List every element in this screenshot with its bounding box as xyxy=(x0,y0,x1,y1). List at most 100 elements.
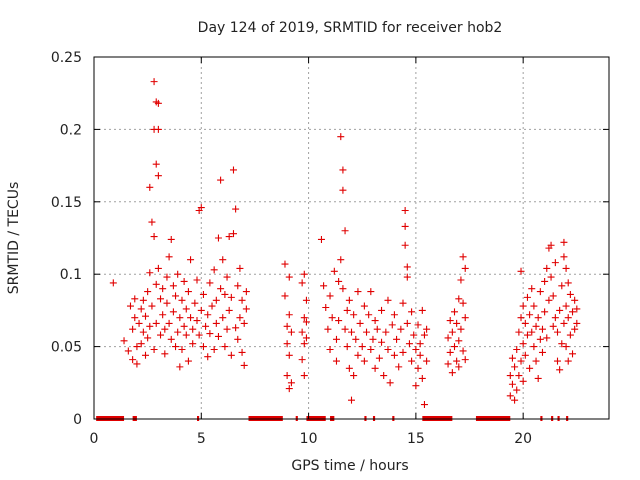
data-point xyxy=(234,335,242,343)
data-point xyxy=(403,263,411,271)
data-point xyxy=(526,364,534,372)
data-point xyxy=(369,335,377,343)
data-point xyxy=(154,125,162,133)
data-point xyxy=(444,360,452,368)
data-point xyxy=(154,172,162,180)
data-point xyxy=(317,235,325,243)
data-point xyxy=(189,340,197,348)
data-point xyxy=(393,335,401,343)
data-point xyxy=(234,282,242,290)
data-point xyxy=(571,325,579,333)
data-point xyxy=(148,218,156,226)
data-point xyxy=(163,299,171,307)
data-point xyxy=(332,357,340,365)
data-point xyxy=(330,267,338,275)
x-tick-label: 0 xyxy=(90,431,99,447)
data-point xyxy=(416,351,424,359)
data-point xyxy=(210,266,218,274)
data-point xyxy=(530,302,538,310)
data-point xyxy=(163,273,171,281)
data-point xyxy=(521,319,529,327)
data-point xyxy=(219,256,227,264)
data-point xyxy=(332,335,340,343)
data-point xyxy=(206,279,214,287)
data-point xyxy=(451,343,458,351)
data-point xyxy=(337,256,345,264)
data-point xyxy=(204,311,212,319)
data-point xyxy=(386,379,394,387)
data-point xyxy=(521,351,529,359)
data-point xyxy=(178,345,186,353)
data-point xyxy=(326,292,334,300)
data-point xyxy=(159,311,167,319)
data-point xyxy=(165,253,173,261)
data-point xyxy=(506,372,514,380)
data-point xyxy=(513,345,521,353)
data-point xyxy=(554,357,561,365)
data-point xyxy=(410,331,418,339)
data-point xyxy=(214,234,222,242)
data-point xyxy=(335,277,343,285)
data-point xyxy=(408,357,416,365)
data-point xyxy=(562,264,570,272)
data-point xyxy=(238,348,246,356)
data-point xyxy=(536,288,544,296)
data-point xyxy=(225,233,233,241)
data-point xyxy=(461,314,469,322)
data-point xyxy=(169,308,177,316)
data-point xyxy=(560,238,568,246)
data-point xyxy=(236,264,244,272)
data-point xyxy=(564,357,572,365)
data-point xyxy=(283,340,291,348)
data-point xyxy=(455,295,463,303)
data-point xyxy=(378,338,386,346)
data-point xyxy=(120,337,128,345)
data-point xyxy=(453,357,461,365)
data-point xyxy=(232,205,240,213)
data-point xyxy=(302,318,310,326)
data-point xyxy=(178,296,186,304)
data-point xyxy=(285,311,293,319)
data-point xyxy=(322,304,330,312)
data-point xyxy=(227,351,235,359)
chart-title: Day 124 of 2019, SRMTID for receiver hob… xyxy=(198,20,503,36)
data-point xyxy=(182,331,190,339)
data-point xyxy=(547,241,555,249)
data-point xyxy=(414,321,422,329)
data-point xyxy=(405,340,413,348)
data-point xyxy=(131,295,139,303)
data-point xyxy=(109,279,117,287)
data-point xyxy=(453,319,461,327)
data-point xyxy=(390,351,398,359)
data-point xyxy=(459,299,467,307)
data-point xyxy=(515,328,523,336)
data-point xyxy=(191,299,199,307)
data-point xyxy=(146,322,154,330)
y-tick-label: 0.05 xyxy=(51,340,82,356)
x-tick-label: 15 xyxy=(407,431,425,447)
data-point xyxy=(142,312,149,320)
data-point xyxy=(566,331,574,339)
data-point xyxy=(461,264,469,272)
data-point xyxy=(508,354,516,362)
data-point xyxy=(541,277,549,285)
data-point xyxy=(281,260,289,268)
data-point xyxy=(457,325,465,333)
data-point xyxy=(146,183,154,191)
data-point xyxy=(418,306,426,314)
data-point xyxy=(176,363,184,371)
data-point xyxy=(337,133,345,141)
data-point xyxy=(195,331,203,339)
data-point xyxy=(401,206,409,214)
data-point xyxy=(221,343,229,351)
x-axis-ticks: 0 5 10 15 20 xyxy=(90,57,532,447)
y-tick-label: 0.2 xyxy=(60,122,82,138)
data-point xyxy=(461,356,469,364)
data-point xyxy=(517,314,525,322)
data-point xyxy=(174,270,182,278)
data-point xyxy=(148,302,156,310)
data-point xyxy=(399,348,407,356)
data-point xyxy=(532,357,540,365)
data-point xyxy=(152,160,160,168)
data-point xyxy=(199,290,207,298)
